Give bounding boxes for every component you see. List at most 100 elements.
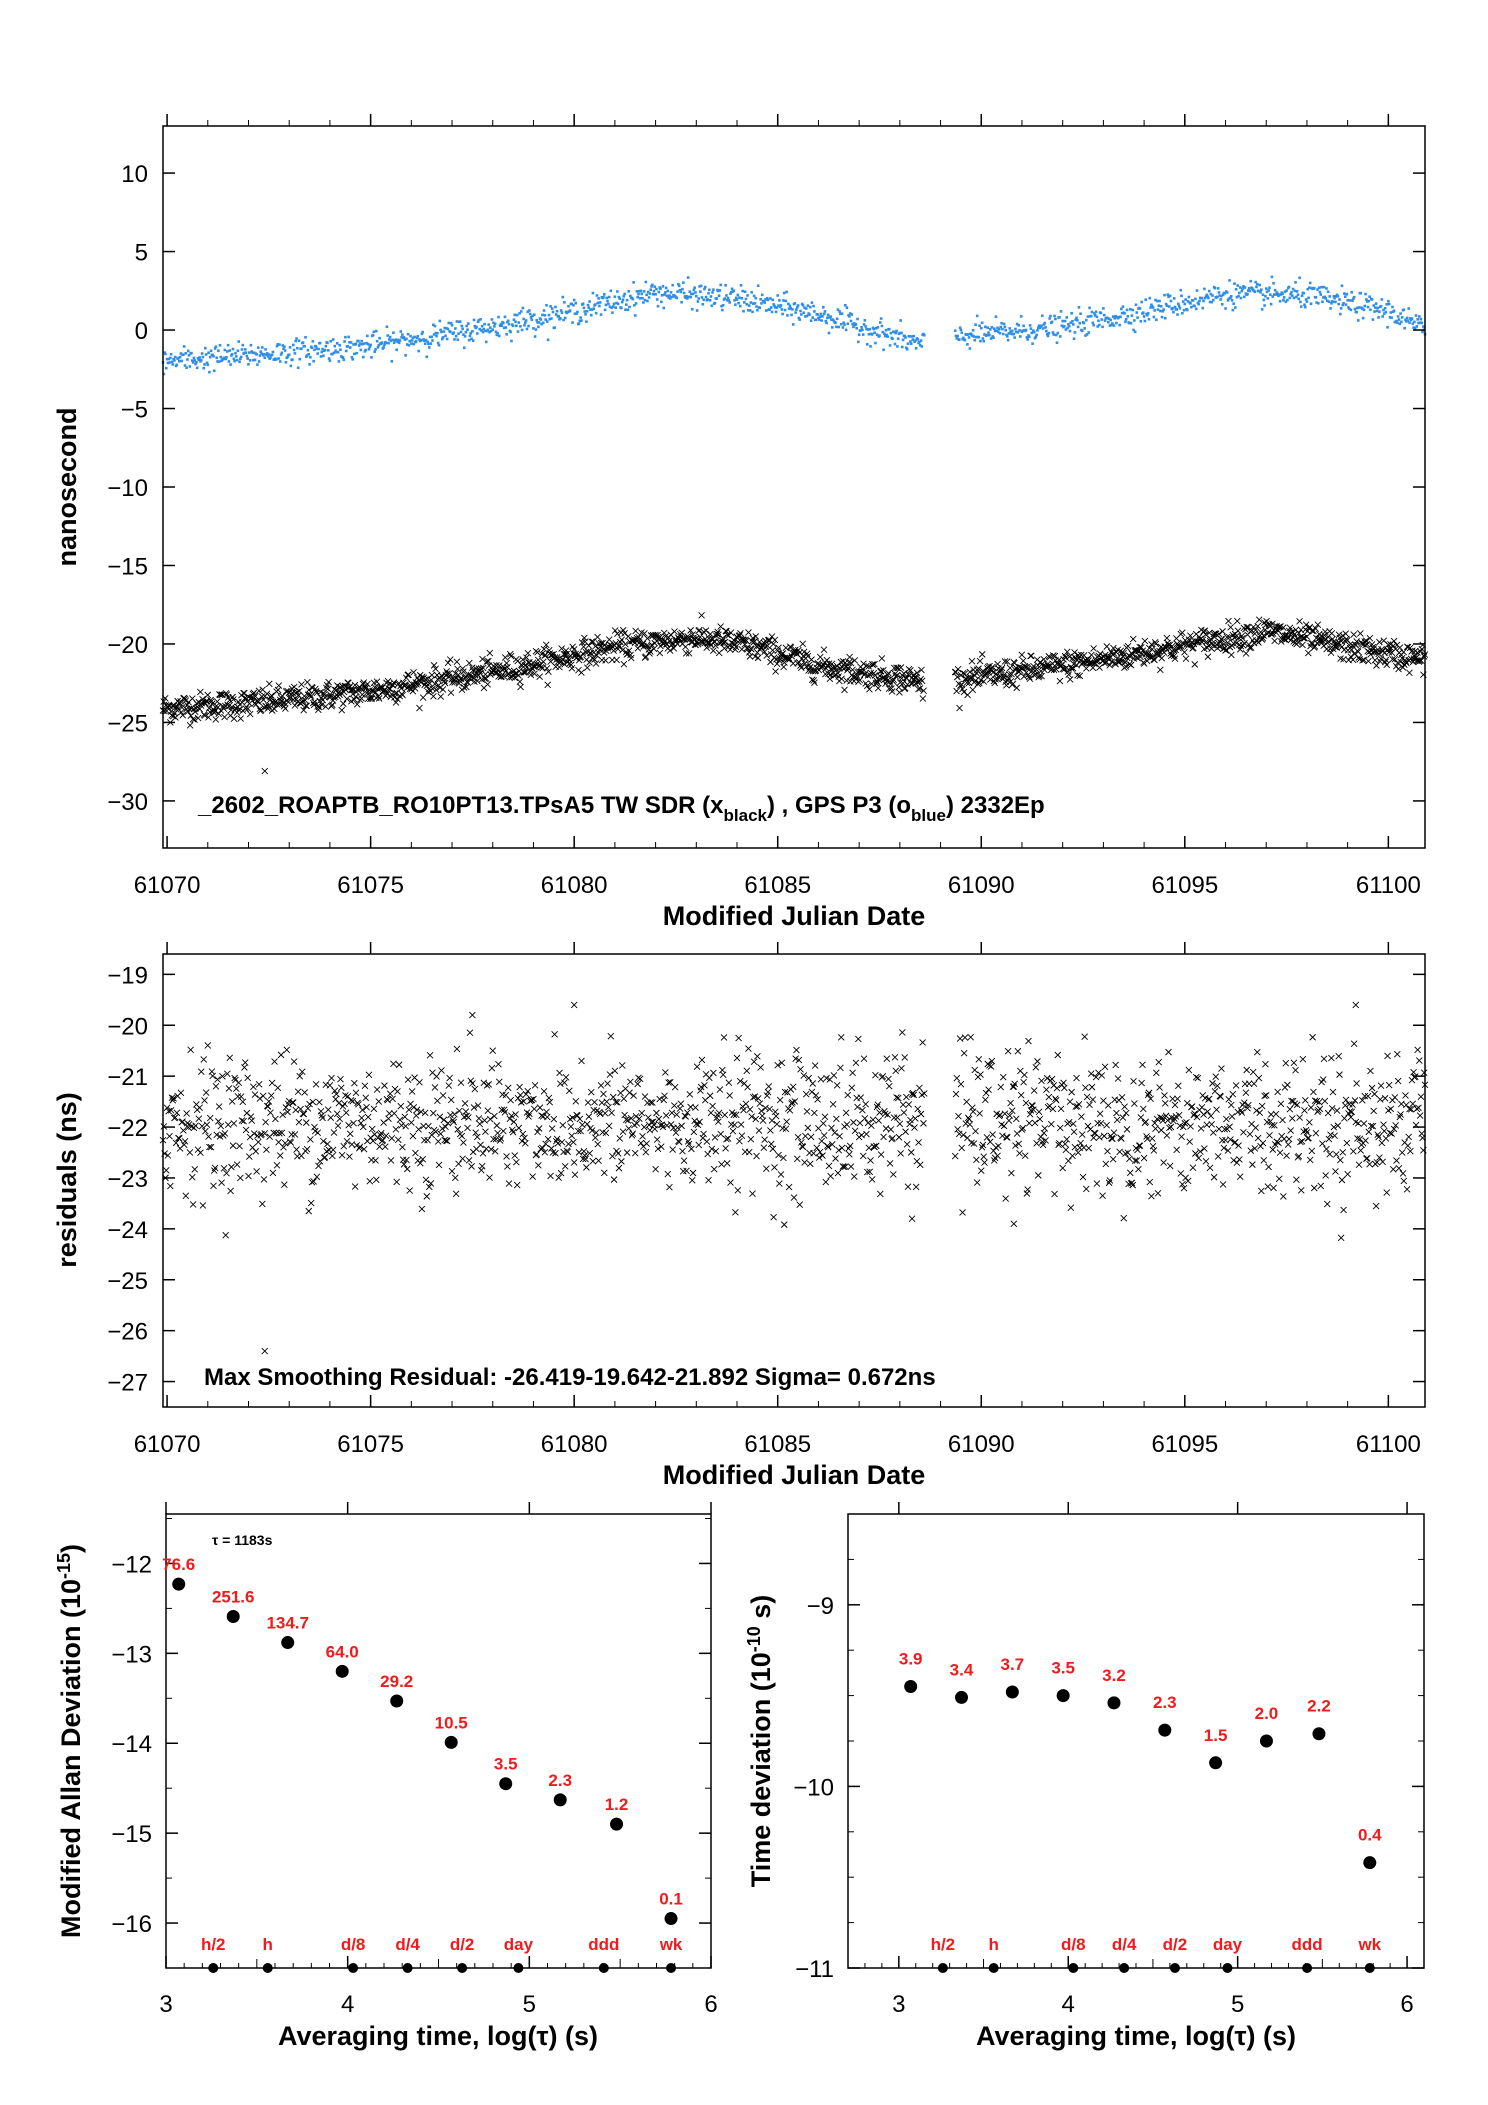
data-point — [1160, 1159, 1167, 1166]
data-point — [1101, 325, 1104, 329]
data-point — [1306, 287, 1310, 291]
data-point — [1047, 331, 1051, 335]
data-point — [1391, 305, 1394, 309]
data-point — [1266, 297, 1270, 300]
data-point — [1253, 290, 1257, 294]
data-point — [199, 358, 203, 362]
data-point — [301, 1089, 308, 1096]
data-point — [1132, 328, 1135, 332]
data-point — [1164, 1117, 1172, 1124]
data-point — [985, 1086, 992, 1094]
data-point — [267, 353, 271, 356]
data-point — [1040, 324, 1043, 327]
data-point — [364, 680, 371, 688]
data-point — [1008, 670, 1015, 678]
data-point — [381, 1082, 388, 1089]
data-point — [460, 684, 468, 691]
data-point — [495, 1078, 503, 1086]
data-point — [1189, 302, 1192, 305]
data-point — [1088, 1083, 1096, 1091]
data-point — [896, 689, 903, 696]
data-point — [801, 1159, 808, 1166]
data-point — [1255, 285, 1258, 289]
data-point — [419, 338, 423, 342]
data-point — [1157, 1126, 1165, 1134]
data-point — [1146, 1178, 1154, 1186]
data-point — [828, 1124, 835, 1132]
data-point — [1188, 1103, 1196, 1110]
data-point — [1169, 299, 1173, 303]
data-point — [252, 358, 255, 362]
data-point — [1273, 293, 1276, 296]
data-point — [652, 631, 659, 639]
data-point — [830, 318, 833, 321]
data-point — [229, 363, 232, 366]
data-point — [519, 656, 527, 663]
data-point — [682, 643, 689, 651]
data-point — [769, 306, 773, 309]
data-point — [1099, 311, 1103, 315]
data-point — [885, 1082, 893, 1090]
data-point — [367, 1134, 374, 1141]
data-point — [889, 677, 897, 685]
data-point — [1218, 636, 1226, 643]
data-point — [1309, 302, 1313, 306]
data-point — [791, 323, 795, 326]
data-point — [215, 710, 223, 718]
data-point — [1265, 1163, 1272, 1171]
data-point — [707, 291, 710, 295]
data-point — [591, 1098, 598, 1106]
data-point — [197, 358, 201, 362]
data-point — [1046, 334, 1050, 338]
data-point — [1256, 1109, 1264, 1116]
data-point — [780, 308, 784, 311]
data-point — [1227, 623, 1234, 631]
data-point — [504, 1084, 512, 1092]
data-point — [893, 342, 897, 346]
data-point — [212, 1083, 220, 1090]
data-point — [1205, 293, 1209, 297]
data-point — [200, 352, 204, 355]
data-point — [1241, 287, 1244, 291]
data-point — [837, 1034, 845, 1041]
data-point — [375, 1098, 383, 1105]
data-point — [580, 1148, 588, 1155]
data-point — [324, 1106, 332, 1114]
data-point — [1400, 1177, 1408, 1185]
data-point — [784, 299, 788, 303]
data-point — [650, 645, 658, 653]
data-point — [863, 319, 867, 322]
data-point — [642, 1148, 650, 1156]
data-point — [1012, 1115, 1020, 1123]
data-point — [616, 1135, 624, 1142]
data-point — [686, 1091, 694, 1098]
data-point — [885, 333, 889, 337]
data-point — [542, 309, 546, 312]
data-point — [686, 297, 689, 300]
data-point — [891, 337, 894, 341]
data-point — [653, 637, 661, 645]
data-point — [1153, 1069, 1160, 1077]
data-point — [1182, 1174, 1189, 1182]
data-point — [1327, 649, 1335, 657]
data-point — [1352, 1001, 1360, 1009]
data-point — [458, 1132, 466, 1140]
data-point — [603, 1098, 611, 1106]
data-point — [1377, 316, 1380, 319]
data-point — [1352, 297, 1355, 300]
data-point — [376, 1143, 383, 1151]
data-point — [345, 1121, 352, 1129]
data-point — [709, 647, 717, 655]
data-point — [1114, 1075, 1122, 1082]
data-point — [192, 1122, 199, 1129]
data-point — [362, 1094, 370, 1102]
data-point — [907, 1116, 914, 1124]
data-point — [1203, 296, 1207, 300]
data-point — [1094, 310, 1098, 314]
data-point — [785, 654, 793, 662]
data-point — [308, 363, 311, 366]
data-point — [1339, 1148, 1347, 1156]
data-point — [1257, 289, 1261, 293]
data-point — [213, 698, 221, 705]
data-point — [295, 687, 303, 695]
